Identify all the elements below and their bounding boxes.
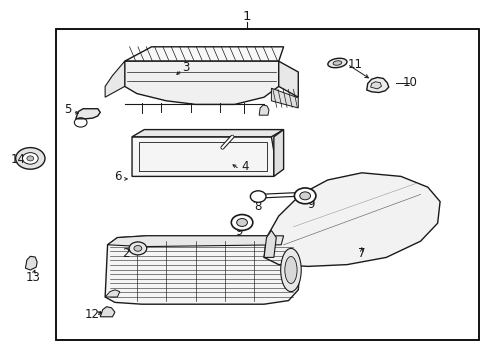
Text: 8: 8 <box>254 200 262 213</box>
Text: 11: 11 <box>347 58 362 71</box>
Text: 13: 13 <box>26 271 41 284</box>
Ellipse shape <box>284 256 296 284</box>
Circle shape <box>250 191 265 202</box>
Polygon shape <box>132 130 283 137</box>
Circle shape <box>294 188 315 204</box>
Polygon shape <box>132 137 273 176</box>
Text: 10: 10 <box>402 76 416 89</box>
Text: 3: 3 <box>182 61 189 74</box>
Ellipse shape <box>332 61 341 65</box>
Circle shape <box>299 192 310 200</box>
Text: 5: 5 <box>63 103 71 116</box>
Polygon shape <box>124 47 283 61</box>
Ellipse shape <box>280 248 301 292</box>
Polygon shape <box>259 105 268 115</box>
Polygon shape <box>264 230 276 257</box>
Polygon shape <box>124 61 278 104</box>
Polygon shape <box>370 82 381 89</box>
Circle shape <box>134 246 142 251</box>
Text: 14: 14 <box>11 153 26 166</box>
Circle shape <box>27 156 34 161</box>
Bar <box>56 29 478 340</box>
Text: 6: 6 <box>114 170 122 183</box>
Circle shape <box>231 215 252 230</box>
Circle shape <box>129 242 146 255</box>
Polygon shape <box>105 290 120 297</box>
Text: 1: 1 <box>242 10 251 23</box>
Polygon shape <box>107 236 283 247</box>
Text: 4: 4 <box>241 160 249 173</box>
Polygon shape <box>105 236 300 304</box>
Circle shape <box>236 219 247 226</box>
Polygon shape <box>273 130 283 176</box>
Polygon shape <box>278 61 298 97</box>
Circle shape <box>22 153 38 164</box>
Circle shape <box>16 148 45 169</box>
Polygon shape <box>25 256 37 270</box>
Ellipse shape <box>327 58 346 68</box>
Text: 2: 2 <box>122 247 130 260</box>
Polygon shape <box>264 173 439 266</box>
Polygon shape <box>366 77 388 93</box>
Polygon shape <box>76 109 100 119</box>
Polygon shape <box>271 88 298 108</box>
Polygon shape <box>100 307 115 317</box>
Text: 7: 7 <box>357 247 365 260</box>
Text: 9: 9 <box>234 225 242 238</box>
Text: 12: 12 <box>84 309 99 321</box>
Text: 9: 9 <box>307 198 315 211</box>
Polygon shape <box>105 61 124 97</box>
